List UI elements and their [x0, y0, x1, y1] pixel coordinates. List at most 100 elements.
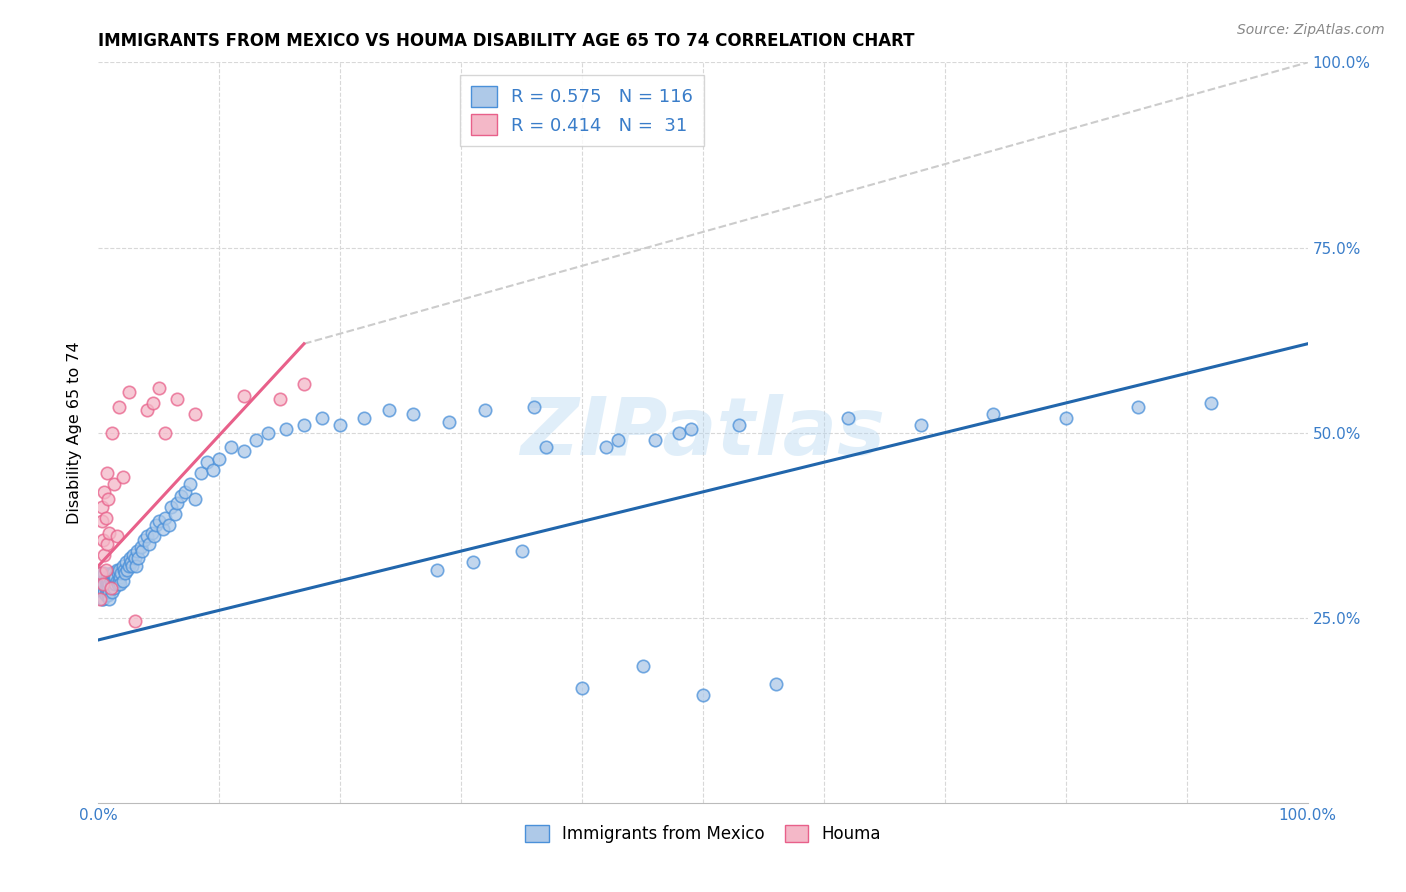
Point [1128, 400, 1150, 414]
Point [104, 577, 127, 591]
Point [115, 555, 138, 569]
Point [100, 581, 122, 595]
Point [157, 518, 180, 533]
Point [117, 563, 139, 577]
Point [103, 581, 125, 595]
Text: IMMIGRANTS FROM MEXICO VS HOUMA DISABILITY AGE 65 TO 74 CORRELATION CHART: IMMIGRANTS FROM MEXICO VS HOUMA DISABILI… [98, 32, 915, 50]
Point [232, 388, 254, 402]
Point [129, 541, 152, 555]
Y-axis label: Disability Age 65 to 74: Disability Age 65 to 74 [67, 342, 83, 524]
Point [169, 489, 191, 503]
Text: Source: ZipAtlas.com: Source: ZipAtlas.com [1237, 23, 1385, 37]
Point [118, 558, 141, 573]
Point [292, 418, 315, 433]
Point [100, 577, 122, 591]
Point [94, 589, 117, 603]
Point [190, 467, 212, 481]
Point [90, 566, 112, 581]
Point [124, 551, 146, 566]
Point [90, 589, 112, 603]
Point [256, 425, 278, 440]
Point [94, 563, 117, 577]
Point [91, 500, 114, 514]
Point [97, 581, 120, 595]
Point [402, 407, 425, 421]
Point [91, 515, 114, 529]
Point [97, 574, 120, 588]
Point [105, 529, 128, 543]
Point [105, 574, 128, 588]
Point [910, 418, 932, 433]
Point [91, 533, 114, 547]
Point [1054, 410, 1077, 425]
Point [644, 433, 666, 447]
Point [160, 500, 183, 514]
Point [94, 574, 117, 588]
Point [437, 415, 460, 429]
Point [208, 451, 231, 466]
Point [184, 492, 207, 507]
Point [311, 410, 333, 425]
Point [96, 467, 118, 481]
Point [91, 577, 114, 591]
Point [131, 544, 153, 558]
Point [679, 422, 702, 436]
Point [93, 584, 115, 599]
Point [108, 577, 131, 591]
Point [98, 577, 121, 591]
Point [103, 477, 125, 491]
Point [1199, 396, 1222, 410]
Point [329, 418, 352, 433]
Point [91, 570, 114, 584]
Point [93, 484, 115, 499]
Point [108, 400, 131, 414]
Point [98, 584, 121, 599]
Point [127, 551, 149, 566]
Point [153, 425, 176, 440]
Point [221, 441, 243, 455]
Point [112, 563, 135, 577]
Point [97, 492, 120, 507]
Point [122, 548, 145, 562]
Point [91, 574, 114, 588]
Point [108, 570, 131, 584]
Point [292, 377, 315, 392]
Point [141, 525, 163, 540]
Point [981, 407, 1004, 421]
Point [90, 566, 112, 581]
Point [101, 574, 124, 588]
Point [179, 477, 201, 491]
Point [124, 615, 146, 629]
Point [426, 563, 449, 577]
Point [94, 510, 117, 524]
Point [120, 555, 142, 569]
Point [89, 592, 111, 607]
Point [97, 589, 120, 603]
Point [245, 433, 267, 447]
Point [148, 515, 170, 529]
Point [100, 581, 122, 595]
Legend: Immigrants from Mexico, Houma: Immigrants from Mexico, Houma [519, 819, 887, 850]
Point [108, 574, 131, 588]
Point [152, 522, 174, 536]
Point [91, 584, 114, 599]
Point [107, 566, 129, 581]
Point [100, 574, 122, 588]
Point [94, 581, 117, 595]
Point [195, 455, 218, 469]
Point [135, 403, 157, 417]
Point [111, 574, 134, 588]
Point [353, 410, 375, 425]
Point [837, 410, 859, 425]
Point [631, 658, 654, 673]
Point [93, 548, 115, 562]
Point [153, 510, 176, 524]
Point [114, 566, 136, 581]
Point [523, 400, 546, 414]
Point [93, 577, 115, 591]
Point [765, 677, 787, 691]
Point [104, 570, 127, 584]
Point [269, 392, 291, 407]
Point [110, 566, 132, 581]
Point [96, 577, 118, 591]
